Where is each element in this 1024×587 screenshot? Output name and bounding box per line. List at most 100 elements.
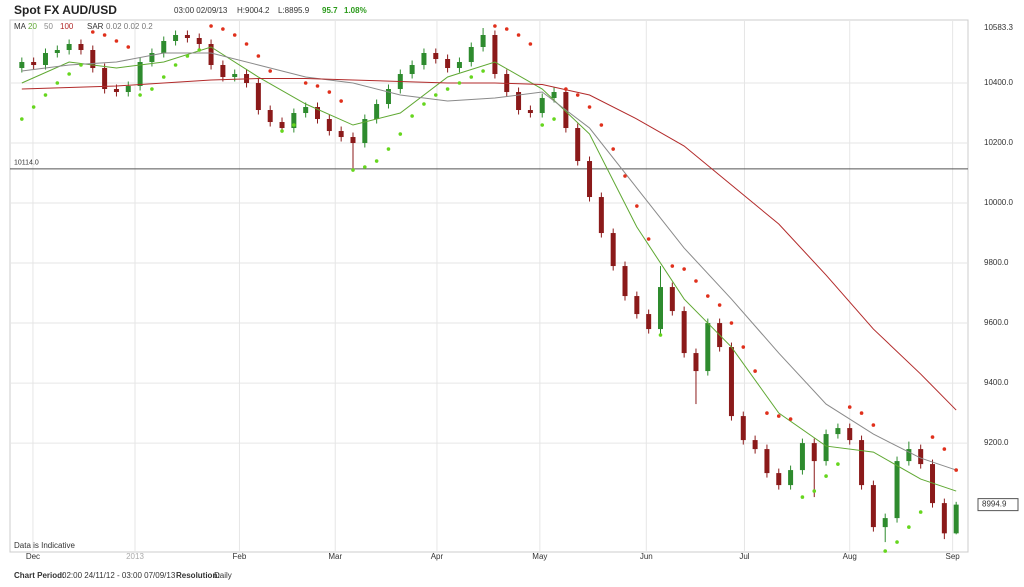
sar-dot (954, 468, 958, 472)
sar-dot (599, 123, 604, 127)
header-time: 03:00 02/09/13 (174, 6, 228, 15)
sar-dot (138, 93, 142, 97)
sar-dot (528, 42, 533, 46)
sar-dot (457, 81, 462, 85)
header-high: H:9004.2 (237, 6, 270, 15)
sar-dot (386, 147, 391, 151)
candle-body (208, 44, 214, 66)
candle-body (326, 119, 332, 132)
candle-body (137, 62, 143, 87)
resolution: Daily (214, 571, 232, 580)
sar-dot (895, 540, 899, 544)
sar-dot (20, 117, 24, 121)
sar-dot (90, 30, 95, 34)
candle-body (54, 50, 60, 54)
last-price: 8994.9 (982, 500, 1007, 509)
x-tick-label: Aug (843, 552, 857, 561)
candle-body (315, 107, 321, 120)
candle-body (610, 233, 616, 267)
candle-body (102, 68, 108, 90)
sar-dot (800, 495, 805, 499)
candle-body (291, 113, 297, 129)
candle-body (918, 449, 924, 465)
x-tick-label: Dec (26, 552, 40, 561)
candle-body (669, 287, 675, 312)
sar-dot (741, 345, 746, 349)
candle-body (338, 131, 344, 138)
candle-body (31, 62, 37, 66)
sar-dot (765, 411, 769, 415)
candle-body (66, 44, 72, 51)
sar-dot (221, 27, 225, 31)
sar-dot (481, 69, 485, 73)
candle-body (161, 41, 167, 54)
candle-body (409, 65, 415, 75)
candle-body (480, 35, 486, 48)
sar-dot (55, 81, 60, 85)
sar-dot (552, 117, 556, 121)
y-tick-label: 10000.0 (984, 198, 1013, 207)
candle-body (220, 65, 226, 78)
sar-dot (256, 54, 261, 58)
sar-dot (907, 525, 911, 529)
candle-body (445, 59, 451, 69)
candle-body (823, 434, 829, 462)
sar-dot (930, 435, 935, 439)
sar-dot (847, 405, 852, 409)
sar-dot (729, 321, 734, 325)
candle-body (657, 287, 663, 330)
candle-body (906, 449, 912, 462)
sar-dot (694, 279, 698, 283)
candle-body (468, 47, 474, 63)
note: Data is Indicative (14, 541, 75, 550)
candle-body (622, 266, 628, 297)
ma-label: MA (14, 22, 27, 31)
legend-entry: 100 (60, 22, 74, 31)
candle-body (646, 314, 652, 330)
sar-dot (658, 333, 663, 337)
sar-dot (575, 93, 580, 97)
candle-body (232, 74, 238, 78)
sar-dot (788, 417, 793, 421)
sar-dot (339, 99, 343, 103)
candle-body (587, 161, 593, 198)
candle-body (78, 44, 84, 51)
header-low: L:8895.9 (278, 6, 310, 15)
candle-body (835, 428, 841, 435)
resolution-label: Resolution: (176, 571, 220, 580)
sar-dot (268, 69, 272, 73)
sar-dot (469, 75, 474, 79)
sar-dot (315, 84, 320, 88)
chart-title: Spot FX AUD/USD (14, 3, 117, 17)
sar-dot (150, 87, 154, 91)
sar-dot (717, 303, 722, 307)
x-tick-label: May (532, 552, 547, 561)
sar-dot (942, 447, 947, 451)
sar-dot (682, 267, 686, 271)
period: 02:00 24/11/12 - 03:00 07/09/13 (62, 571, 176, 580)
sar-dot (327, 90, 332, 94)
sar-dot (706, 294, 710, 298)
candle-body (776, 473, 782, 486)
candle-body (551, 92, 557, 99)
sar-dot (670, 264, 675, 268)
candle-body (90, 50, 96, 69)
candle-body (279, 122, 285, 129)
sar-dot (161, 75, 166, 79)
sar-dot (79, 63, 83, 67)
y-tick-label: 10400.0 (984, 78, 1013, 87)
sar-dot (280, 129, 284, 133)
candle-body (350, 137, 356, 144)
candle-body (255, 83, 261, 111)
candle-body (433, 53, 439, 60)
sar-dot (859, 411, 864, 415)
sar-dot (824, 474, 828, 478)
candle-body (385, 89, 391, 105)
candle-body (728, 347, 734, 417)
y-tick-label: 10200.0 (984, 138, 1013, 147)
x-tick-label: Feb (233, 552, 247, 561)
sar-dot (445, 87, 450, 91)
sar-dot (871, 423, 876, 427)
sar-dot (43, 93, 48, 97)
candle-body (196, 38, 202, 45)
